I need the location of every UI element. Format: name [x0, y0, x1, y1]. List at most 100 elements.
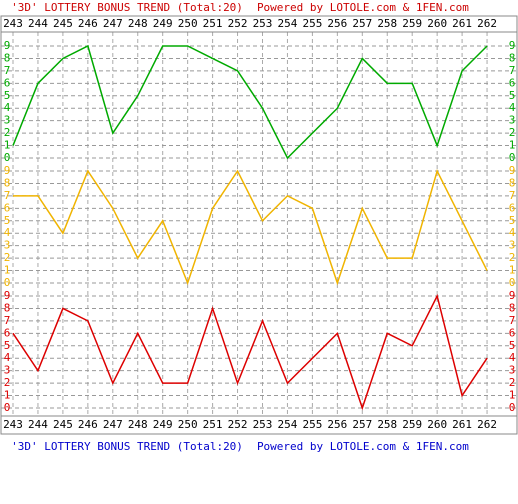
y-tick-label: 4	[4, 101, 11, 114]
y-tick-label: 6	[509, 201, 516, 214]
y-tick-label: 1	[4, 389, 11, 402]
y-tick-label: 8	[509, 51, 516, 64]
y-tick-label: 7	[4, 64, 11, 77]
y-tick-label: 0	[509, 276, 516, 289]
trend-line	[12, 44, 488, 160]
x-tick-label: 258	[377, 17, 397, 30]
x-tick-label: 253	[253, 418, 273, 431]
x-tick-label: 246	[78, 17, 98, 30]
y-tick-label: 1	[509, 389, 516, 402]
y-tick-label: 2	[4, 251, 11, 264]
y-tick-label: 8	[509, 301, 516, 314]
credit: Powered by LOTOLE.com & 1FEN.com	[257, 440, 469, 453]
y-tick-label: 2	[509, 126, 516, 139]
y-tick-label: 2	[4, 126, 11, 139]
y-tick-label: 7	[509, 314, 516, 327]
y-tick-label: 7	[509, 189, 516, 202]
y-tick-label: 7	[4, 314, 11, 327]
x-tick-label: 250	[178, 17, 198, 30]
y-tick-label: 7	[509, 64, 516, 77]
x-tick-label: 251	[203, 418, 223, 431]
y-tick-label: 9	[509, 164, 516, 177]
y-tick-label: 6	[4, 326, 11, 339]
y-tick-label: 8	[4, 176, 11, 189]
chart-title-top: '3D' LOTTERY BONUS TREND (Total:20) Power…	[11, 1, 469, 14]
x-tick-label: 261	[452, 17, 472, 30]
y-tick-label: 9	[4, 289, 11, 302]
y-tick-label: 9	[4, 164, 11, 177]
x-tick-label: 256	[327, 17, 347, 30]
x-tick-label: 243	[3, 17, 23, 30]
chart-title-bottom: '3D' LOTTERY BONUS TREND (Total:20) Power…	[11, 440, 469, 453]
y-tick-label: 5	[4, 89, 11, 102]
x-tick-label: 252	[228, 418, 248, 431]
x-tick-label: 259	[402, 418, 422, 431]
x-tick-label: 254	[278, 418, 298, 431]
y-tick-label: 4	[509, 226, 516, 239]
x-tick-label: 258	[377, 418, 397, 431]
y-tick-label: 3	[4, 114, 11, 127]
y-tick-label: 6	[4, 76, 11, 89]
x-tick-label: 247	[103, 418, 123, 431]
y-tick-label: 0	[4, 401, 11, 414]
x-tick-label: 254	[278, 17, 298, 30]
x-tick-label: 244	[28, 418, 48, 431]
y-tick-label: 3	[4, 364, 11, 377]
y-tick-label: 5	[4, 214, 11, 227]
x-tick-label: 244	[28, 17, 48, 30]
y-tick-label: 6	[509, 326, 516, 339]
y-tick-label: 3	[509, 239, 516, 252]
x-tick-label: 252	[228, 17, 248, 30]
title: '3D' LOTTERY BONUS TREND (Total:20)	[11, 1, 243, 14]
y-tick-label: 6	[4, 201, 11, 214]
y-tick-label: 0	[509, 151, 516, 164]
x-tick-label: 243	[3, 418, 23, 431]
x-tick-label: 247	[103, 17, 123, 30]
y-tick-label: 4	[4, 351, 11, 364]
y-tick-label: 2	[4, 376, 11, 389]
x-tick-label: 249	[153, 17, 173, 30]
frame	[0, 15, 518, 435]
x-tick-label: 246	[78, 418, 98, 431]
y-tick-label: 5	[509, 89, 516, 102]
y-tick-label: 5	[4, 339, 11, 352]
trend-line	[12, 293, 488, 411]
y-tick-label: 1	[4, 139, 11, 152]
y-tick-label: 4	[509, 351, 516, 364]
credit: Powered by LOTOLE.com & 1FEN.com	[257, 1, 469, 14]
x-tick-label: 262	[477, 17, 497, 30]
y-tick-label: 0	[4, 276, 11, 289]
y-tick-label: 3	[4, 239, 11, 252]
x-tick-label: 257	[352, 418, 372, 431]
x-tick-label: 251	[203, 17, 223, 30]
y-tick-label: 9	[4, 39, 11, 52]
y-tick-label: 8	[4, 51, 11, 64]
trend-line	[13, 168, 488, 286]
x-tick-label: 261	[452, 418, 472, 431]
y-tick-label: 3	[509, 114, 516, 127]
y-tick-label: 1	[4, 264, 11, 277]
x-tick-label: 262	[477, 418, 497, 431]
x-tick-label: 253	[253, 17, 273, 30]
y-tick-label: 1	[509, 139, 516, 152]
x-tick-label: 245	[53, 17, 73, 30]
y-tick-label: 6	[509, 76, 516, 89]
y-tick-label: 4	[509, 101, 516, 114]
title: '3D' LOTTERY BONUS TREND (Total:20)	[11, 440, 243, 453]
y-tick-label: 4	[4, 226, 11, 239]
x-tick-label: 260	[427, 418, 447, 431]
y-tick-label: 2	[509, 251, 516, 264]
y-tick-label: 9	[509, 39, 516, 52]
y-tick-label: 0	[509, 401, 516, 414]
x-tick-label: 255	[302, 17, 322, 30]
y-tick-label: 8	[4, 301, 11, 314]
y-tick-label: 5	[509, 214, 516, 227]
y-tick-label: 9	[509, 289, 516, 302]
x-tick-label: 248	[128, 17, 148, 30]
y-tick-label: 8	[509, 176, 516, 189]
y-tick-label: 3	[509, 364, 516, 377]
x-tick-label: 259	[402, 17, 422, 30]
x-tick-label: 250	[178, 418, 198, 431]
x-tick-label: 257	[352, 17, 372, 30]
